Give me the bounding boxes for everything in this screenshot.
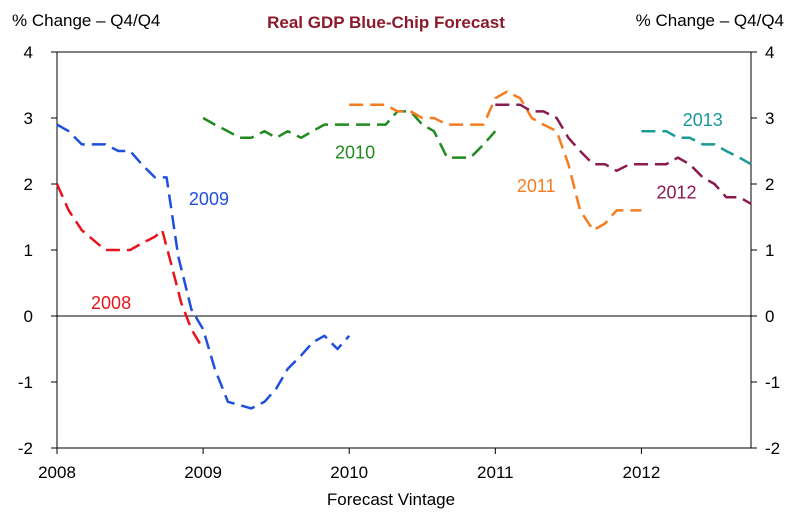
y-tick-label-left-0: 4 <box>24 43 33 62</box>
series-label-2013: 2013 <box>683 110 723 130</box>
y-tick-label-right-0: 4 <box>765 43 774 62</box>
series-line-2012 <box>495 103 752 205</box>
y-axis-label-right: % Change – Q4/Q4 <box>636 11 784 30</box>
y-tick-label-left-6: -2 <box>18 439 33 458</box>
y-tick-label-left-3: 1 <box>24 241 33 260</box>
y-tick-label-left-5: -1 <box>18 373 33 392</box>
y-tick-label-right-2: 2 <box>765 175 774 194</box>
y-tick-label-right-5: -1 <box>765 373 780 392</box>
y-tick-label-left-1: 3 <box>24 109 33 128</box>
series-line-2010 <box>202 110 497 159</box>
series-lines <box>55 90 752 410</box>
series-line-2013 <box>641 129 752 166</box>
x-tick-label-2: 2010 <box>330 463 368 482</box>
series-line-2011 <box>349 90 642 232</box>
series-label-2010: 2010 <box>335 142 375 162</box>
series-label-2008: 2008 <box>91 293 131 313</box>
y-axis-right: 4 3 2 1 0 -1 -2 <box>751 43 780 458</box>
series-label-2012: 2012 <box>656 183 696 203</box>
series-labels: 2008 2009 2010 2011 2012 2013 <box>91 110 723 313</box>
y-axis-left: 4 3 2 1 0 -1 -2 <box>18 43 57 458</box>
y-tick-label-right-1: 3 <box>765 109 774 128</box>
y-tick-label-left-2: 2 <box>24 175 33 194</box>
x-tick-label-4: 2012 <box>623 463 661 482</box>
y-tick-label-left-4: 0 <box>24 307 33 326</box>
x-axis-label: Forecast Vintage <box>327 490 455 509</box>
series-label-2011: 2011 <box>517 176 556 196</box>
x-tick-label-3: 2011 <box>477 463 514 482</box>
y-axis-label-left: % Change – Q4/Q4 <box>12 11 160 30</box>
chart-title: Real GDP Blue-Chip Forecast <box>267 13 505 32</box>
y-tick-label-right-3: 1 <box>765 241 774 260</box>
y-tick-label-right-4: 0 <box>765 307 774 326</box>
series-label-2009: 2009 <box>189 189 229 209</box>
x-tick-label-1: 2009 <box>184 463 222 482</box>
y-tick-label-right-6: -2 <box>765 439 780 458</box>
series-line-2009 <box>56 123 351 410</box>
x-axis: 2008 2009 2010 2011 2012 <box>38 448 660 482</box>
series-line-2008 <box>55 183 205 350</box>
x-tick-label-0: 2008 <box>38 463 76 482</box>
